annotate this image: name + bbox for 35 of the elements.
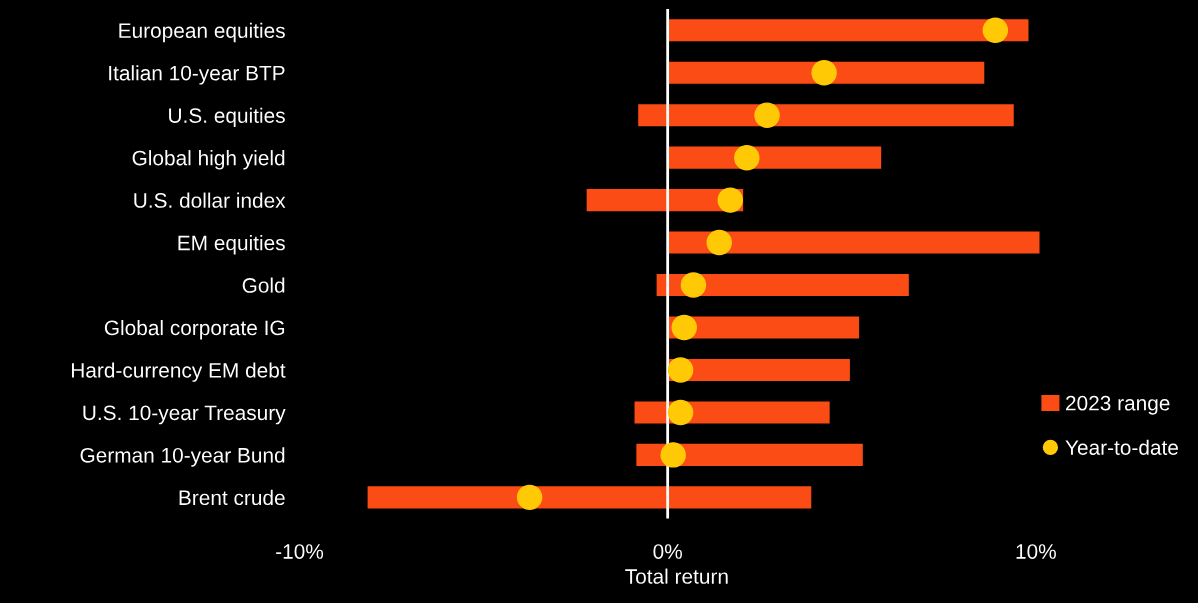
y-tick-label: European equities xyxy=(119,22,285,43)
point xyxy=(982,17,1009,43)
legend-label: 2023 range xyxy=(1066,395,1170,415)
bar xyxy=(667,61,985,84)
y-tick-label: U.S. equities xyxy=(169,107,285,128)
y-tick-label: Hard-currency EM debt xyxy=(71,362,286,382)
y-tick-label: U.S. 10-year Treasury xyxy=(83,405,286,425)
point xyxy=(660,442,686,468)
y-tick-label: Brent crude xyxy=(179,489,285,506)
point xyxy=(754,102,780,128)
legend-label: Year-to-date xyxy=(1065,439,1178,455)
x-tick-label: -10% xyxy=(276,544,324,559)
y-tick-label: Italian 10-year BTP xyxy=(109,65,285,85)
x-axis-title: Total return xyxy=(625,568,728,584)
y-tick-label: Global corporate IG xyxy=(104,319,285,340)
y-tick-label: U.S. dollar index xyxy=(134,192,286,208)
point xyxy=(667,399,694,426)
point xyxy=(706,229,732,256)
bar xyxy=(367,486,812,509)
bar xyxy=(638,104,1014,127)
bar xyxy=(667,231,1040,254)
y-tick-label: Gold xyxy=(242,277,285,293)
point xyxy=(680,272,707,298)
y-tick-label: German 10-year Bund xyxy=(80,447,285,467)
y-tick-label: Global high yield xyxy=(132,150,285,170)
point xyxy=(516,484,543,511)
point xyxy=(671,314,697,341)
x-tick-label: 10% xyxy=(1016,544,1056,559)
y-tick-label: EM equities xyxy=(178,235,285,255)
point xyxy=(717,187,743,213)
x-tick-label: 0% xyxy=(653,544,682,559)
bar xyxy=(667,19,1029,42)
point xyxy=(811,60,837,86)
point xyxy=(734,144,760,171)
point xyxy=(667,357,694,383)
